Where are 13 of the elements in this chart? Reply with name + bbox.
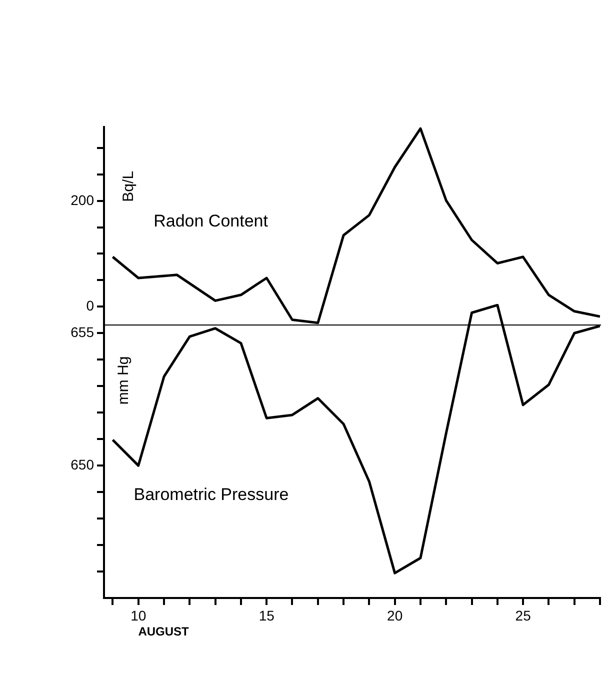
x-tick-label: 25 bbox=[515, 607, 532, 624]
y-axis-title: Bq/L bbox=[120, 170, 137, 202]
y-tick-label: 200 bbox=[70, 192, 94, 208]
x-axis-title: AUGUST bbox=[138, 624, 190, 638]
y-axis-title: mm Hg bbox=[114, 356, 132, 405]
series-label: Barometric Pressure bbox=[134, 484, 289, 504]
x-tick-label: 15 bbox=[258, 607, 275, 624]
y-tick-label: 0 bbox=[86, 297, 94, 314]
y-tick-label: 650 bbox=[70, 456, 94, 472]
y-tick-label: 655 bbox=[70, 324, 94, 340]
x-tick-label: 20 bbox=[387, 607, 403, 624]
text: Radon Content bbox=[154, 212, 268, 231]
x-tick-label: 10 bbox=[130, 607, 146, 624]
